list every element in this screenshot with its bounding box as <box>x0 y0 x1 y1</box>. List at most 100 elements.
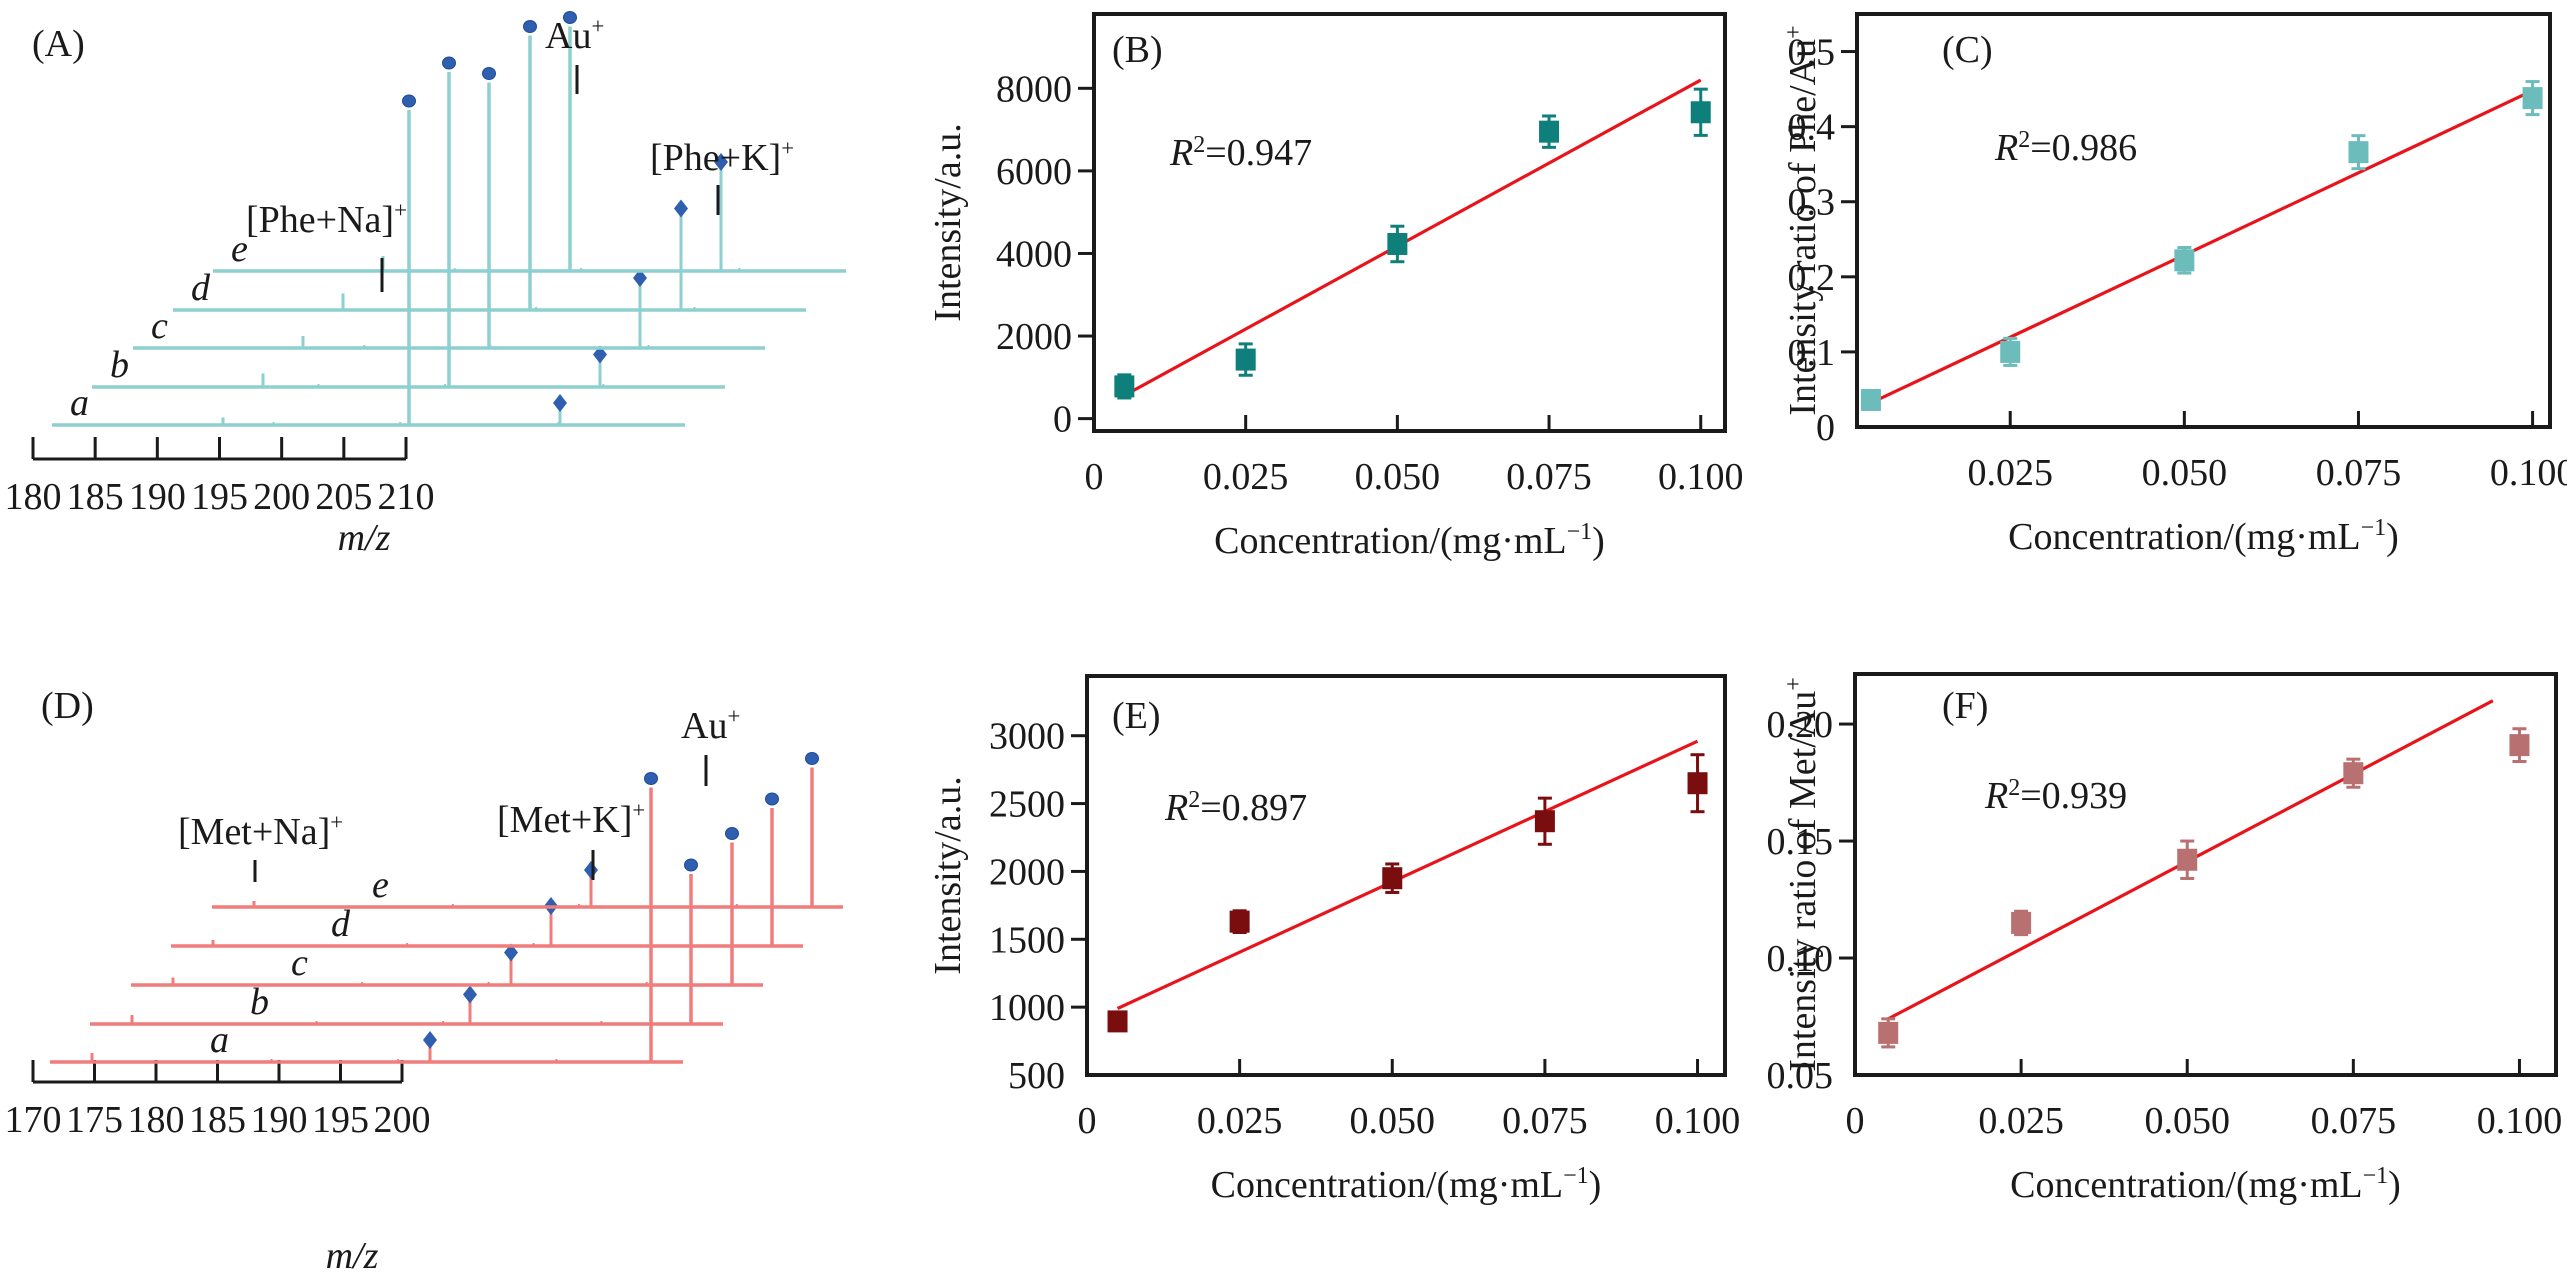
data-point <box>1690 87 1711 137</box>
diamond-marker <box>504 943 518 962</box>
panel-label: (E) <box>1112 695 1161 737</box>
x-tick-label: 180 <box>5 476 62 518</box>
data-point <box>2509 727 2530 763</box>
x-tick-label: 0.025 <box>1197 1100 1283 1142</box>
data-point <box>1687 753 1708 814</box>
r-value: =0.939 <box>2020 775 2127 817</box>
trace-label: c <box>291 942 308 984</box>
y-tick-label: 0.05 <box>1767 1055 1834 1097</box>
data-point <box>1387 224 1408 264</box>
y-tick-label: 500 <box>1008 1055 1065 1097</box>
y-tick-label: 0.4 <box>1788 107 1836 149</box>
x-tick-label: 0.050 <box>2144 1100 2230 1142</box>
x-tick-label: 195 <box>312 1099 369 1141</box>
spectrum-trace: d <box>171 792 803 948</box>
data-point <box>2174 246 2195 275</box>
spectrum-trace: b <box>92 56 725 389</box>
trace-label: e <box>231 228 248 270</box>
data-point <box>1229 909 1250 934</box>
y-tick-label: 2000 <box>996 316 1072 358</box>
circle-marker <box>482 67 496 80</box>
data-point <box>1107 1010 1128 1033</box>
square-marker <box>1690 101 1711 124</box>
annotation-met-na-base: [Met+Na] <box>178 811 330 853</box>
r-symbol: R <box>1994 127 2018 169</box>
square-marker <box>1860 388 1881 411</box>
circle-marker <box>402 94 416 108</box>
x-tick-label: 0.025 <box>1978 1100 2064 1142</box>
x-axis-label-part: Concentration/(mg·mL <box>1211 1164 1563 1206</box>
plot-frame <box>1855 12 2552 429</box>
y-tick-label: 4000 <box>996 233 1072 275</box>
square-marker <box>2343 762 2364 785</box>
y-axis-label-base: Intensity/a.u. <box>927 123 969 321</box>
x-tick-label: 0 <box>1846 1100 1865 1142</box>
y-axis-label: Intensity/a.u. <box>927 123 969 321</box>
r-symbol: R <box>1164 787 1188 829</box>
r-value: =0.947 <box>1205 132 1312 174</box>
r-squared-annotation: R2=0.986 <box>1994 127 2137 169</box>
square-marker <box>2174 249 2195 272</box>
trace-label: d <box>331 903 351 945</box>
x-axis-label-part: −1 <box>1563 1163 1589 1189</box>
data-point <box>1878 1017 1899 1049</box>
y-axis-label-group: Intensity/a.u. <box>927 123 969 321</box>
annotation-met-na: [Met+Na]+ <box>178 810 343 853</box>
fit-line <box>1870 89 2534 405</box>
annotation-phe-na-base: [Phe+Na] <box>246 199 394 241</box>
annotation-au-sup: + <box>727 704 740 729</box>
square-marker <box>1114 375 1135 398</box>
annotation-met-k-sup: + <box>632 798 645 823</box>
x-tick-label: 200 <box>374 1099 431 1141</box>
y-tick-label: 0 <box>1816 407 1835 449</box>
y-tick-label: 2000 <box>989 851 1065 893</box>
spectrum-trace: b <box>90 858 723 1026</box>
square-marker <box>1534 810 1555 833</box>
r-value: =0.986 <box>2030 127 2137 169</box>
fit-line <box>1123 78 1702 397</box>
x-tick-label: 0.025 <box>1967 452 2053 494</box>
trace-label: e <box>372 864 389 906</box>
square-marker <box>2348 141 2369 164</box>
diamond-marker <box>584 861 598 879</box>
circle-marker <box>684 858 698 872</box>
x-tick-label: 195 <box>191 476 248 518</box>
diamond-marker <box>463 985 477 1004</box>
y-tick-label: 1000 <box>989 987 1065 1029</box>
x-tick-label: 0.050 <box>1355 456 1441 498</box>
x-tick-label: 200 <box>253 476 310 518</box>
circle-marker <box>725 827 739 840</box>
circle-marker <box>805 752 819 765</box>
data-point <box>2177 839 2198 880</box>
r-exponent: 2 <box>1193 132 1205 158</box>
y-tick-label: 3000 <box>989 716 1065 758</box>
x-tick-label: 185 <box>189 1099 246 1141</box>
annotation-au-sup: + <box>591 14 604 39</box>
annotation-au: Au+ <box>545 14 604 57</box>
x-axis-label-part: ) <box>1592 520 1605 562</box>
square-marker <box>2522 87 2543 110</box>
panel-f: 0 0.025 0.050 0.075 0.100 0.05 0.10 0.15 0.20 Con… <box>1767 672 2562 1206</box>
square-marker <box>1687 772 1708 795</box>
r-squared-annotation: R2=0.947 <box>1169 132 1312 174</box>
x-axis-label-part: ) <box>2386 516 2399 558</box>
y-tick-label: 0 <box>1053 399 1072 441</box>
r-exponent: 2 <box>2018 127 2030 153</box>
trace-label: d <box>191 267 211 309</box>
y-tick-label: 0.3 <box>1788 182 1836 224</box>
spectrum-trace: a <box>50 772 683 1064</box>
x-tick-label: 180 <box>128 1099 185 1141</box>
y-axis-label-group: Intensity ratio of Phe/Au+ <box>1781 25 1824 415</box>
square-marker <box>2011 911 2032 934</box>
annotation-phe-na-sup: + <box>394 198 407 223</box>
y-tick-label: 0.20 <box>1767 704 1834 746</box>
trace-label: a <box>70 382 89 424</box>
circle-marker <box>523 20 537 33</box>
y-tick-label: 0.5 <box>1788 32 1836 74</box>
data-point <box>1114 373 1135 400</box>
x-tick-label: 190 <box>129 476 186 518</box>
x-tick-label: 0.100 <box>1655 1100 1741 1142</box>
x-tick-label: 210 <box>378 476 435 518</box>
trace-label: b <box>110 344 129 386</box>
y-axis-label-sup: + <box>1781 677 1807 691</box>
